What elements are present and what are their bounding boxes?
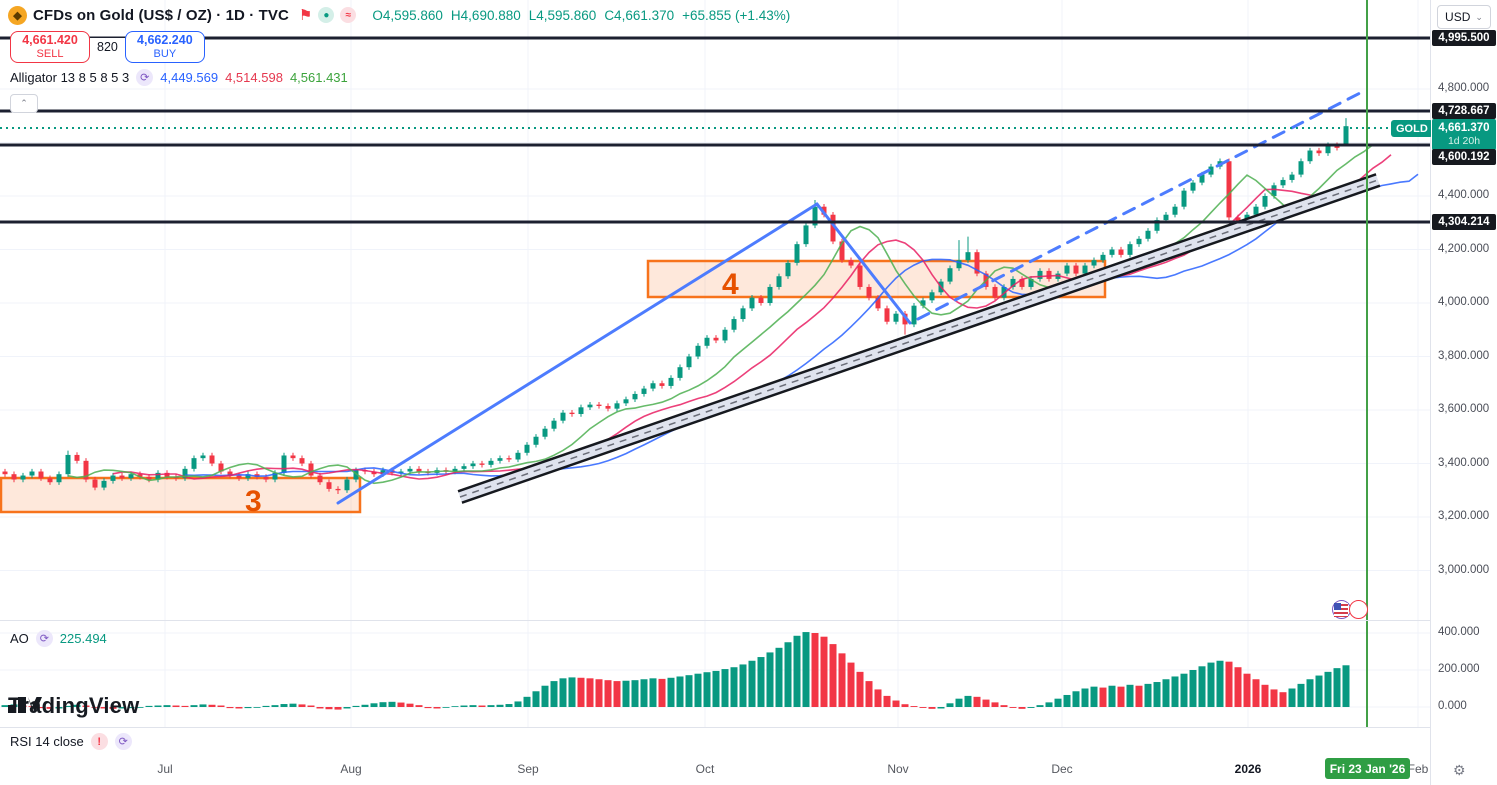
axis-tick-label: 3,400.000	[1438, 457, 1490, 469]
watermark-text: TradingView	[8, 693, 140, 718]
rectangle-annotation	[0, 476, 362, 514]
time-axis-label: 2026	[1234, 762, 1262, 776]
economic-events: ⚡	[1332, 600, 1368, 619]
alligator-lips-value: 4,561.431	[289, 70, 348, 85]
rsi-legend[interactable]: RSI 14 close ! ⟳	[0, 728, 1430, 755]
dot-indicator-icon[interactable]: ●	[318, 7, 335, 23]
rsi-label: RSI 14 close	[10, 734, 84, 749]
symbol-title[interactable]: CFDs on Gold (US$ / OZ) · 1D · TVC	[33, 6, 289, 24]
refresh-icon[interactable]: ⟳	[136, 69, 154, 86]
pane-separator[interactable]	[0, 620, 1497, 621]
gold-price-flag: GOLD	[1391, 120, 1433, 137]
box-label: 3	[245, 485, 262, 518]
time-axis-label: Feb	[1407, 762, 1429, 776]
price-chart-canvas[interactable]: 34	[0, 0, 1430, 620]
price-axis[interactable]: USD ⌄ 4,661.370 1d 20h ⚙ 4,800.000 4,400.…	[1431, 0, 1497, 785]
gold-symbol-icon[interactable]: ◆	[8, 5, 27, 25]
axis-tick-label: 4,800.000	[1438, 82, 1490, 94]
price-level-badge: 4,304.214	[1432, 214, 1496, 230]
alligator-legend[interactable]: Alligator 13 8 5 8 5 3 ⟳ 4,449.569 4,514…	[10, 69, 348, 86]
approx-indicator-icon[interactable]: ≈	[340, 7, 357, 23]
sell-button[interactable]: 4,661.420 SELL	[10, 31, 90, 63]
bar-countdown: 1d 20h	[1447, 135, 1481, 148]
time-axis-label: Nov	[887, 762, 909, 776]
ao-label: AO	[10, 631, 29, 646]
trendline	[916, 90, 1364, 321]
ohlc-item: O4,595.860	[372, 7, 443, 23]
event-us-flag-icon[interactable]	[1334, 600, 1368, 619]
axis-separator	[1430, 0, 1431, 785]
change-value: +65.855 (+1.43%)	[682, 7, 791, 23]
refresh-icon[interactable]: ⟳	[35, 630, 53, 647]
chevron-up-icon: ⌃	[20, 98, 28, 108]
price-level-badge: 4,728.667	[1432, 103, 1496, 119]
trendline	[336, 202, 819, 505]
flag-icon[interactable]: ⚑	[298, 7, 313, 24]
ao-indicator-canvas[interactable]	[0, 620, 1430, 755]
time-axis-label: Sep	[517, 762, 539, 776]
price-level-badge: 4,600.192	[1432, 149, 1496, 165]
time-axis-label: Jul	[157, 762, 173, 776]
ohlc-values: O4,595.860 H4,690.880 L4,595.860 C4,661.370…	[372, 8, 790, 23]
symbol-header: ◆ CFDs on Gold (US$ / OZ) · 1D · TVC ⚑ ●…	[8, 4, 790, 26]
trendline	[815, 202, 912, 325]
alligator-jaw-value: 4,449.569	[160, 70, 219, 85]
pane-separator[interactable]	[0, 727, 1497, 728]
axis-tick-label: 0.000	[1438, 700, 1467, 712]
time-axis[interactable]: Jul Aug Sep Oct Nov Dec 2026 Feb	[0, 755, 1430, 785]
axis-tick-label: 4,400.000	[1438, 189, 1490, 201]
order-panel: 4,661.420 SELL 820 4,662.240 BUY	[10, 31, 205, 63]
collapse-pane-button[interactable]: ⌃	[10, 94, 38, 113]
axis-tick-label: 3,800.000	[1438, 350, 1490, 362]
price-level-badge: 4,995.500	[1432, 30, 1496, 46]
ohlc-item: C4,661.370	[604, 7, 675, 23]
alligator-teeth-value: 4,514.598	[225, 70, 283, 85]
crosshair-date-badge: Fri 23 Jan '26	[1325, 758, 1410, 779]
box-label: 4	[722, 268, 739, 301]
time-axis-label: Oct	[695, 762, 715, 776]
ohlc-item: L4,595.860	[528, 7, 597, 23]
ao-legend[interactable]: AO ⟳ 225.494	[10, 630, 107, 647]
buy-price: 4,662.240	[137, 33, 193, 48]
chevron-down-icon: ⌄	[1475, 11, 1483, 22]
gear-icon[interactable]: ⚙	[1453, 762, 1466, 778]
alligator-label: Alligator 13 8 5 8 5 3	[10, 70, 130, 85]
ao-value: 225.494	[59, 631, 107, 646]
current-date-line	[1366, 0, 1368, 755]
axis-tick-label: 4,200.000	[1438, 243, 1490, 255]
time-axis-label: Aug	[340, 762, 362, 776]
refresh-icon[interactable]: ⟳	[114, 733, 132, 750]
current-price-badge: 4,661.370 1d 20h	[1432, 119, 1496, 150]
axis-tick-label: 3,600.000	[1438, 403, 1490, 415]
ohlc-item: H4,690.880	[450, 7, 521, 23]
time-axis-label: Dec	[1051, 762, 1073, 776]
spread-value: 820	[90, 38, 125, 56]
axis-tick-label: 3,200.000	[1438, 510, 1490, 522]
axis-tick-label: 400.000	[1438, 626, 1480, 638]
warning-icon[interactable]: !	[90, 733, 108, 750]
currency-dropdown[interactable]: USD ⌄	[1437, 5, 1491, 29]
sell-price: 4,661.420	[22, 33, 78, 48]
tradingview-watermark: TradingView	[8, 693, 139, 719]
axis-tick-label: 4,000.000	[1438, 296, 1490, 308]
axis-tick-label: 3,000.000	[1438, 564, 1490, 576]
axis-tick-label: 200.000	[1438, 663, 1480, 675]
tradingview-logo-icon	[8, 697, 42, 713]
buy-button[interactable]: 4,662.240 BUY	[124, 31, 205, 63]
